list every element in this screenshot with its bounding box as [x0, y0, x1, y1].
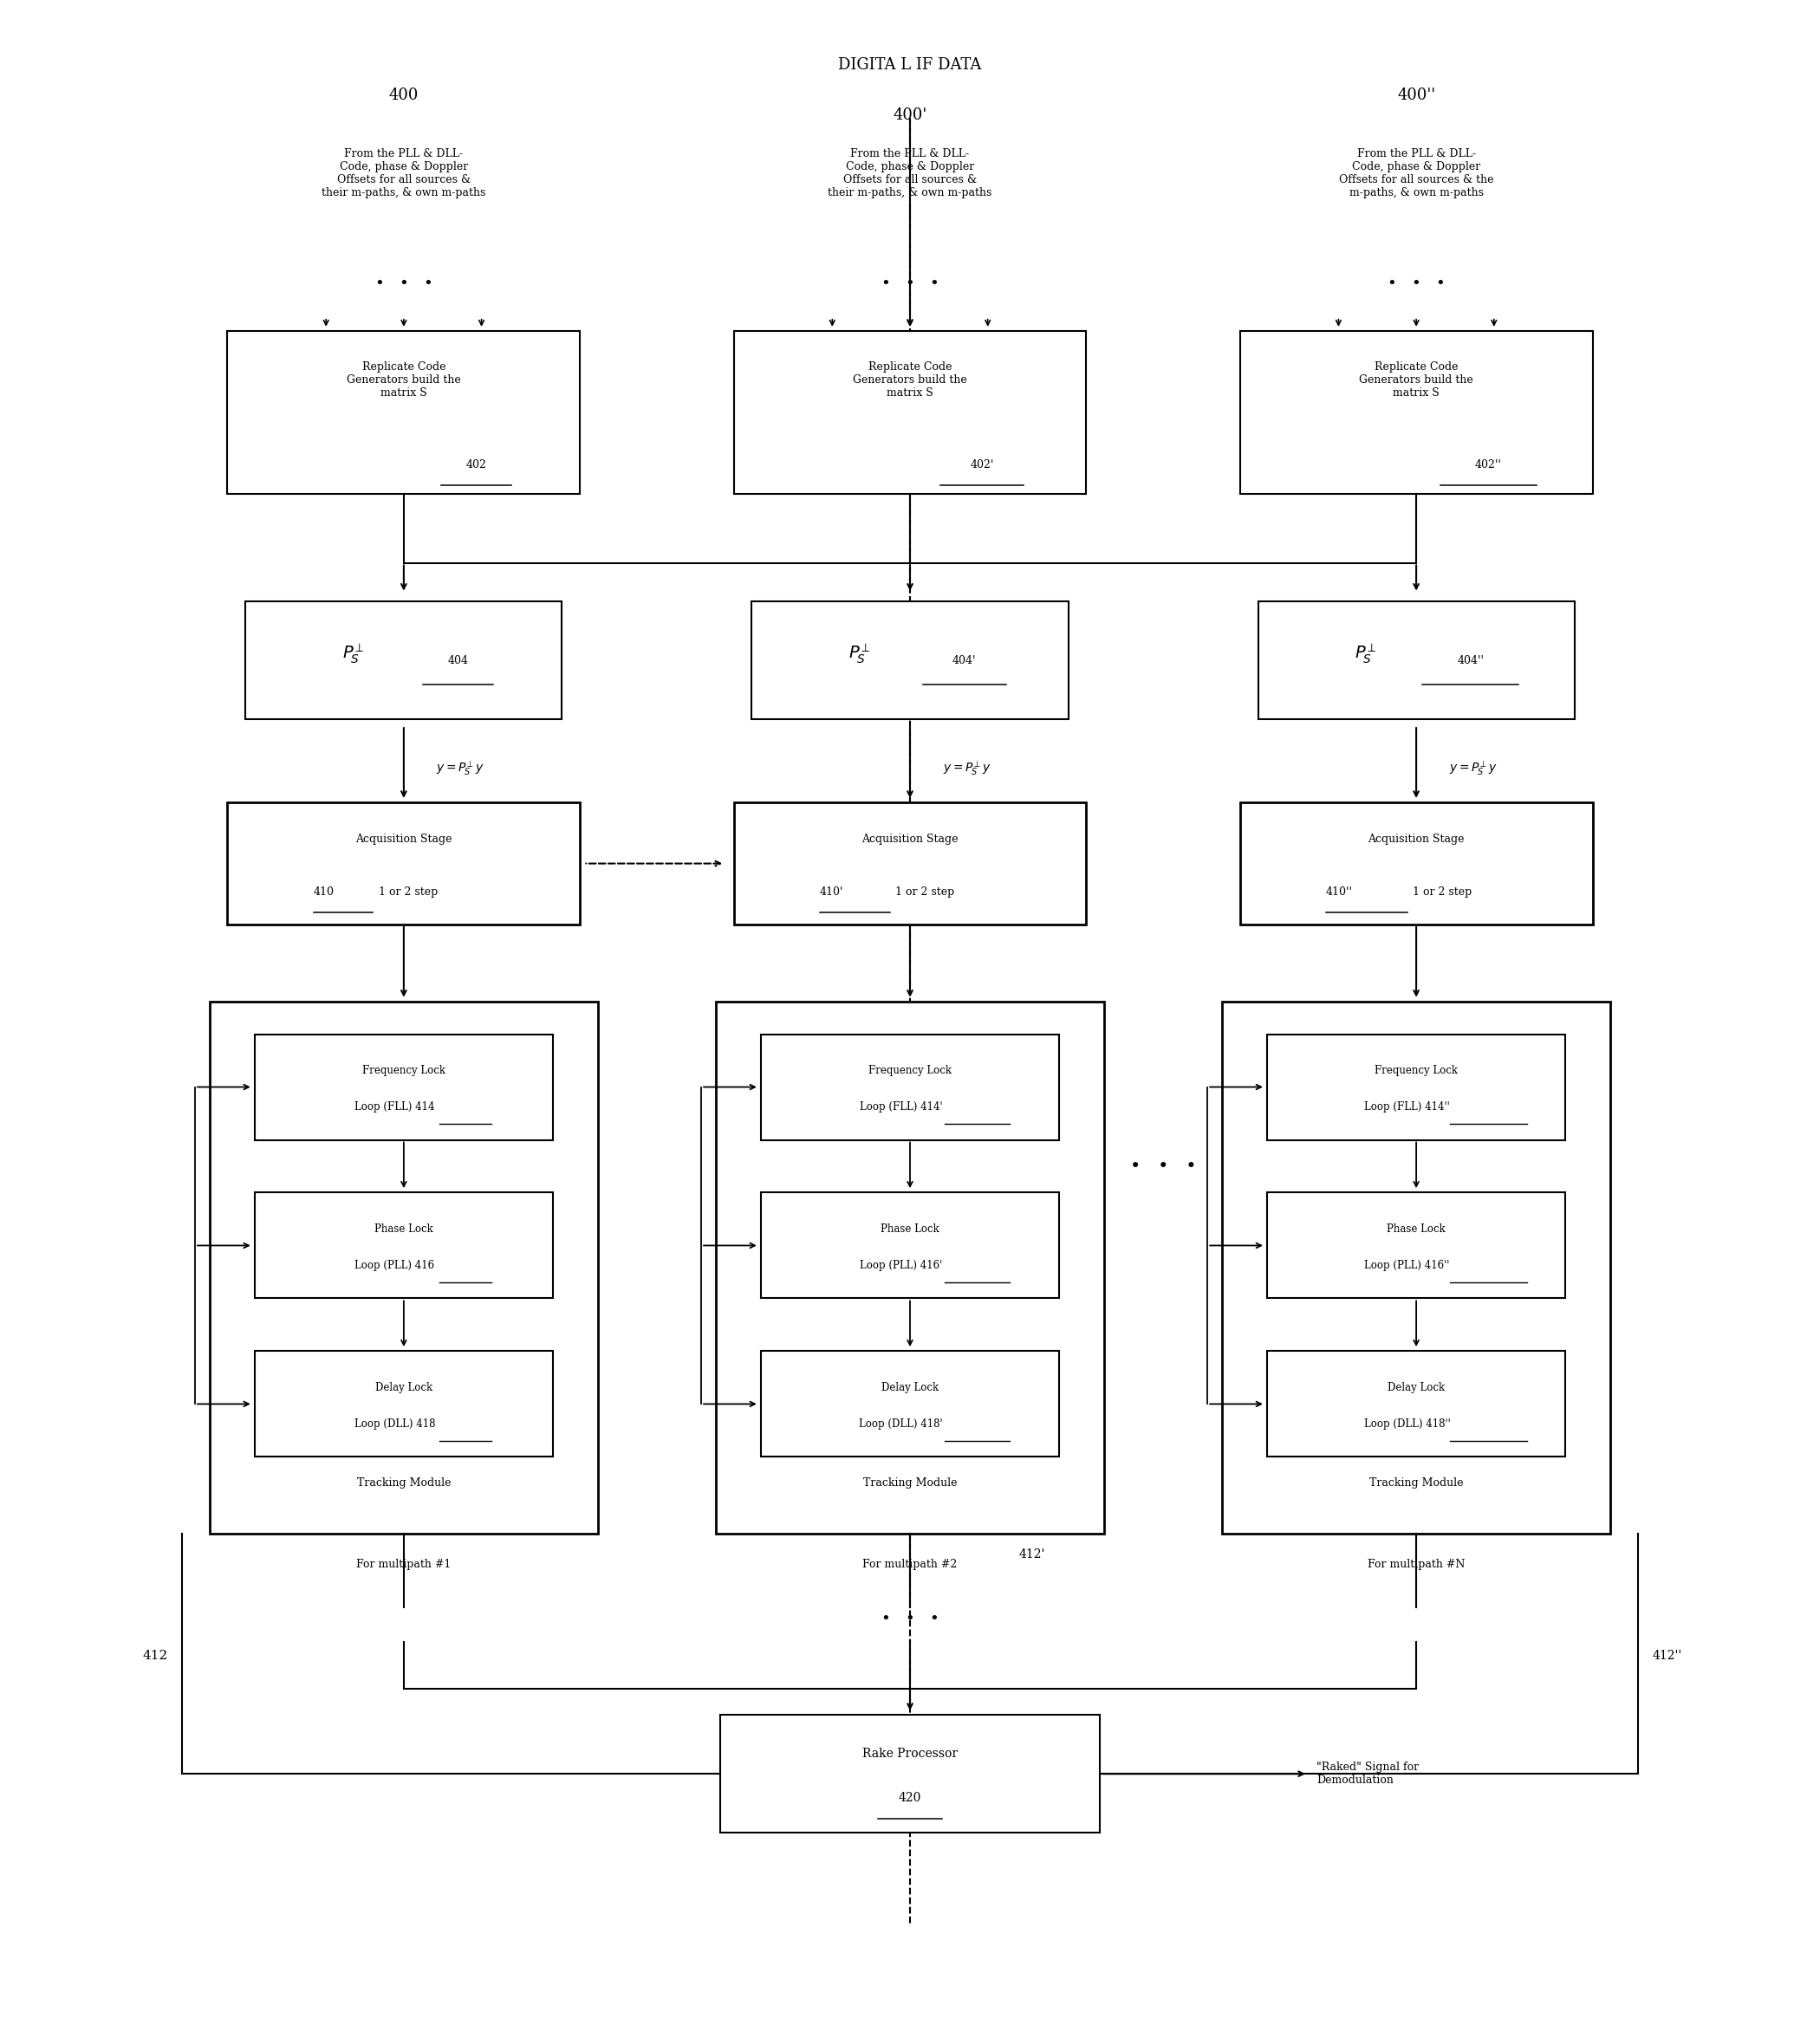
Text: DIGITA L IF DATA: DIGITA L IF DATA	[839, 57, 981, 72]
FancyBboxPatch shape	[761, 1351, 1059, 1457]
Text: 402'': 402''	[1476, 460, 1502, 470]
Text: Loop (DLL) 418': Loop (DLL) 418'	[859, 1419, 943, 1431]
FancyBboxPatch shape	[1267, 1194, 1565, 1298]
FancyBboxPatch shape	[1239, 803, 1592, 924]
FancyBboxPatch shape	[715, 1002, 1105, 1535]
Text: 412: 412	[142, 1650, 167, 1662]
Text: 404: 404	[448, 654, 468, 666]
Text: Tracking Module: Tracking Module	[1369, 1478, 1463, 1488]
Text: Frequency Lock: Frequency Lock	[868, 1065, 952, 1077]
Text: For multipath #1: For multipath #1	[357, 1558, 451, 1570]
Text: Loop (PLL) 416'': Loop (PLL) 416''	[1365, 1261, 1451, 1271]
Text: •   •   •: • • •	[881, 276, 939, 292]
Text: Frequency Lock: Frequency Lock	[362, 1065, 446, 1077]
FancyBboxPatch shape	[721, 1715, 1099, 1833]
Text: 1 or 2 step: 1 or 2 step	[379, 887, 437, 897]
Text: 404'': 404''	[1458, 654, 1483, 666]
Text: $\mathit{y} = \mathbf{\mathit{P}}_{\!S}^{\perp}\mathit{y}$: $\mathit{y} = \mathbf{\mathit{P}}_{\!S}^…	[1449, 758, 1496, 777]
Text: Loop (DLL) 418: Loop (DLL) 418	[355, 1419, 435, 1431]
Text: Acquisition Stage: Acquisition Stage	[355, 834, 451, 844]
FancyBboxPatch shape	[761, 1034, 1059, 1141]
Text: Loop (PLL) 416': Loop (PLL) 416'	[859, 1261, 943, 1271]
Text: $\mathit{y} = \mathbf{\mathit{P}}_{\!S}^{\perp}\mathit{y}$: $\mathit{y} = \mathbf{\mathit{P}}_{\!S}^…	[437, 758, 484, 777]
Text: $\mathbf{\mathit{P}}_{\!\mathit{S}}^{\perp}$: $\mathbf{\mathit{P}}_{\!\mathit{S}}^{\pe…	[342, 642, 364, 666]
Text: Loop (FLL) 414': Loop (FLL) 414'	[859, 1102, 943, 1114]
FancyBboxPatch shape	[1239, 331, 1592, 495]
Text: •   •   •: • • •	[881, 1611, 939, 1627]
FancyBboxPatch shape	[255, 1351, 553, 1457]
FancyBboxPatch shape	[246, 601, 562, 719]
FancyBboxPatch shape	[1258, 601, 1574, 719]
Text: Replicate Code
Generators build the
matrix S: Replicate Code Generators build the matr…	[854, 362, 966, 399]
Text: Replicate Code
Generators build the
matrix S: Replicate Code Generators build the matr…	[346, 362, 460, 399]
Text: 412': 412'	[1019, 1547, 1045, 1560]
Text: "Raked" Signal for
Demodulation: "Raked" Signal for Demodulation	[1318, 1762, 1420, 1786]
Text: 410: 410	[313, 887, 335, 897]
Text: 420: 420	[899, 1793, 921, 1805]
FancyBboxPatch shape	[761, 1194, 1059, 1298]
Text: Acquisition Stage: Acquisition Stage	[861, 834, 959, 844]
Text: Delay Lock: Delay Lock	[375, 1382, 433, 1394]
Text: 402': 402'	[970, 460, 994, 470]
Text: From the PLL & DLL-
Code, phase & Doppler
Offsets for all sources &
their m-path: From the PLL & DLL- Code, phase & Dopple…	[322, 149, 486, 198]
Text: For multipath #2: For multipath #2	[863, 1558, 957, 1570]
Text: Rake Processor: Rake Processor	[863, 1748, 957, 1760]
Text: $\mathbf{\mathit{P}}_{\!\mathit{S}}^{\perp}$: $\mathbf{\mathit{P}}_{\!\mathit{S}}^{\pe…	[848, 642, 870, 666]
Text: From the PLL & DLL-
Code, phase & Doppler
Offsets for all sources &
their m-path: From the PLL & DLL- Code, phase & Dopple…	[828, 149, 992, 198]
FancyBboxPatch shape	[255, 1194, 553, 1298]
FancyBboxPatch shape	[733, 803, 1087, 924]
Text: Delay Lock: Delay Lock	[881, 1382, 939, 1394]
Text: Loop (PLL) 416: Loop (PLL) 416	[355, 1261, 435, 1271]
Text: Delay Lock: Delay Lock	[1387, 1382, 1445, 1394]
Text: Loop (DLL) 418'': Loop (DLL) 418''	[1363, 1419, 1451, 1431]
Text: 404': 404'	[952, 654, 976, 666]
Text: 400'': 400''	[1398, 88, 1436, 102]
Text: $\mathit{y} = \mathbf{\mathit{P}}_{\!S}^{\perp}\mathit{y}$: $\mathit{y} = \mathbf{\mathit{P}}_{\!S}^…	[943, 758, 990, 777]
FancyBboxPatch shape	[752, 601, 1068, 719]
Text: 400: 400	[389, 88, 419, 102]
Text: Tracking Module: Tracking Module	[863, 1478, 957, 1488]
Text: Phase Lock: Phase Lock	[1387, 1224, 1445, 1235]
Text: 1 or 2 step: 1 or 2 step	[895, 887, 956, 897]
Text: •   •   •: • • •	[375, 276, 433, 292]
FancyBboxPatch shape	[228, 803, 581, 924]
FancyBboxPatch shape	[255, 1034, 553, 1141]
Text: Tracking Module: Tracking Module	[357, 1478, 451, 1488]
Text: Acquisition Stage: Acquisition Stage	[1369, 834, 1465, 844]
Text: Replicate Code
Generators build the
matrix S: Replicate Code Generators build the matr…	[1360, 362, 1474, 399]
Text: 412'': 412''	[1653, 1650, 1682, 1662]
FancyBboxPatch shape	[733, 331, 1087, 495]
Text: Phase Lock: Phase Lock	[881, 1224, 939, 1235]
Text: Loop (FLL) 414'': Loop (FLL) 414''	[1365, 1102, 1451, 1114]
Text: Frequency Lock: Frequency Lock	[1374, 1065, 1458, 1077]
Text: 410'': 410''	[1325, 887, 1352, 897]
FancyBboxPatch shape	[1267, 1034, 1565, 1141]
Text: 400': 400'	[894, 108, 926, 123]
FancyBboxPatch shape	[1267, 1351, 1565, 1457]
Text: •   •   •: • • •	[1387, 276, 1445, 292]
FancyBboxPatch shape	[209, 1002, 599, 1535]
Text: 1 or 2 step: 1 or 2 step	[1412, 887, 1472, 897]
Text: Loop (FLL) 414: Loop (FLL) 414	[355, 1102, 435, 1114]
Text: 402: 402	[466, 460, 486, 470]
FancyBboxPatch shape	[228, 331, 581, 495]
Text: For multipath #N: For multipath #N	[1367, 1558, 1465, 1570]
Text: •   •   •: • • •	[1130, 1159, 1196, 1175]
Text: Phase Lock: Phase Lock	[375, 1224, 433, 1235]
Text: 410': 410'	[819, 887, 843, 897]
Text: From the PLL & DLL-
Code, phase & Doppler
Offsets for all sources & the
m-paths,: From the PLL & DLL- Code, phase & Dopple…	[1340, 149, 1494, 198]
FancyBboxPatch shape	[1221, 1002, 1611, 1535]
Text: $\mathbf{\mathit{P}}_{\!\mathit{S}}^{\perp}$: $\mathbf{\mathit{P}}_{\!\mathit{S}}^{\pe…	[1354, 642, 1376, 666]
